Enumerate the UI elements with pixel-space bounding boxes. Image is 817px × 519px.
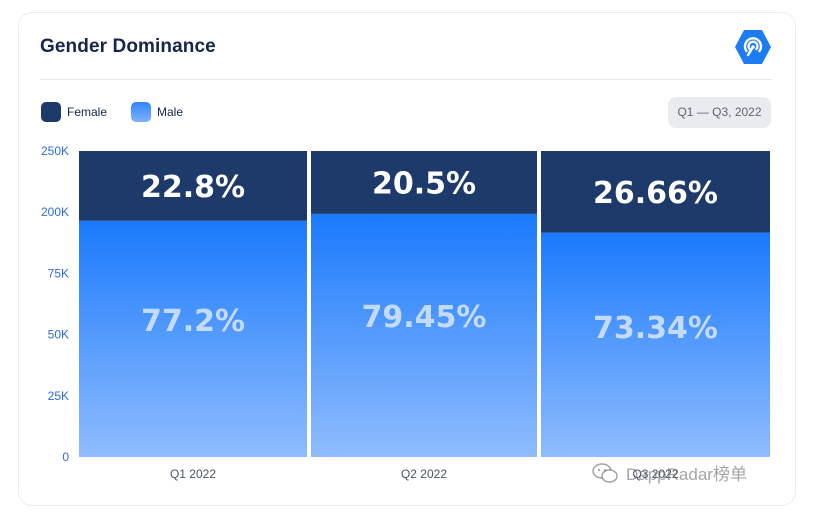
legend-swatch-male: [131, 102, 152, 122]
legend-label-male: Male: [157, 105, 184, 119]
header-divider: [40, 79, 772, 80]
y-tick-label: 25K: [48, 389, 69, 403]
y-tick-label: 75K: [48, 266, 69, 280]
data-label-male-2: 79.45%: [362, 300, 487, 335]
data-label-female-2: 20.5%: [372, 166, 476, 201]
y-tick-label: 250K: [41, 144, 69, 158]
watermark: DappRadar榜单: [592, 460, 747, 485]
bar-female-2[interactable]: [311, 151, 537, 214]
bar-male-1[interactable]: [79, 220, 307, 457]
chart-title: Gender Dominance: [40, 36, 216, 57]
legend-swatch-female: [41, 102, 61, 122]
y-tick-label: 0: [62, 450, 69, 464]
bar-female-1[interactable]: [79, 151, 307, 221]
bar-male-2[interactable]: [311, 213, 537, 457]
x-tick-label: Q1 2022: [170, 467, 216, 481]
y-tick-label: 50K: [48, 328, 69, 342]
y-tick-label: 200K: [41, 205, 69, 219]
legend-item-male[interactable]: Male: [131, 102, 183, 122]
x-tick-label: Q3 2022: [632, 467, 678, 481]
data-label-male-3: 73.34%: [593, 311, 718, 346]
legend-label-female: Female: [67, 105, 108, 119]
period-selector-button[interactable]: Q1 — Q3, 2022: [668, 97, 771, 128]
data-label-male-1: 77.2%: [141, 304, 245, 339]
x-tick-label: Q2 2022: [401, 467, 447, 481]
bar-female-3[interactable]: [541, 151, 770, 233]
data-label-female-3: 26.66%: [593, 176, 718, 211]
wechat-icon: [592, 462, 618, 483]
radar-icon[interactable]: [734, 28, 772, 66]
chart-legend: Female Male: [41, 102, 207, 122]
data-label-female-1: 22.8%: [141, 170, 245, 205]
legend-item-female[interactable]: Female: [41, 102, 107, 122]
bar-male-3[interactable]: [541, 232, 770, 457]
watermark-text: DappRadar榜单: [626, 465, 747, 484]
